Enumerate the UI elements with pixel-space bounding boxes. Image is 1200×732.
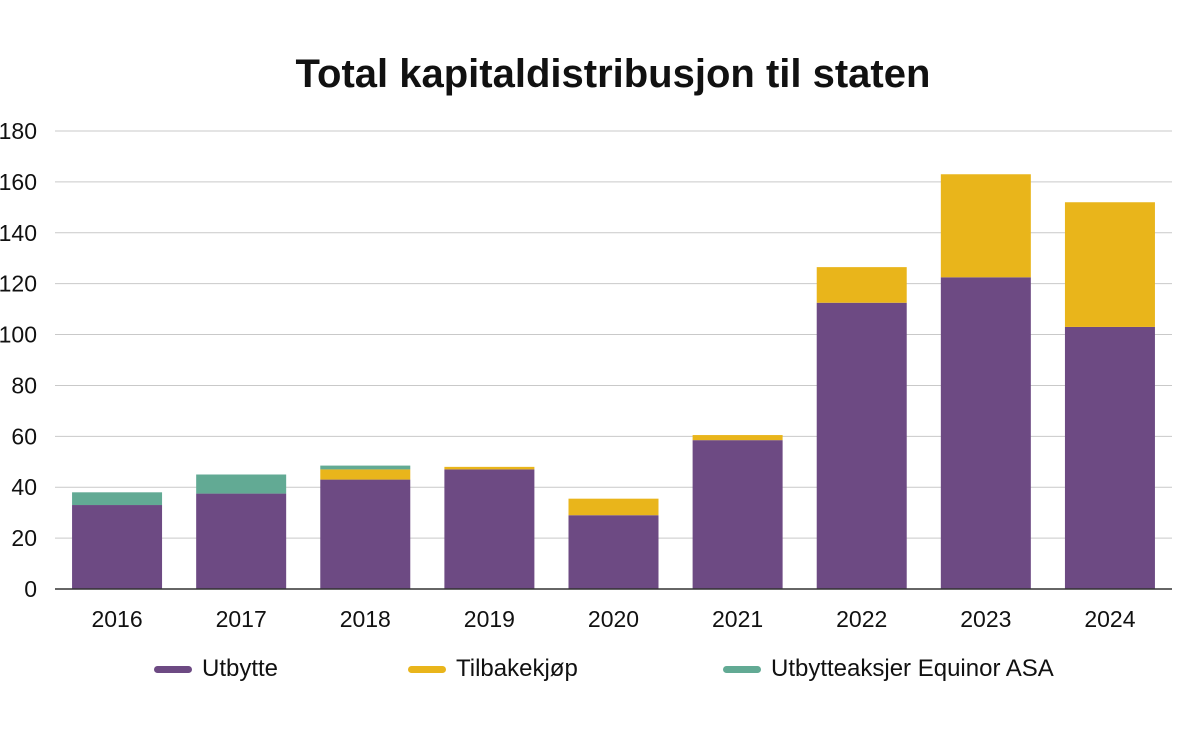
x-tick-label: 2018 [340, 606, 391, 632]
x-tick-label: 2016 [91, 606, 142, 632]
x-tick-label: 2019 [464, 606, 515, 632]
legend: Utbytte Tilbakekjøp Utbytteaksjer Equino… [0, 655, 1200, 691]
bar-segment [692, 440, 783, 589]
x-tick-label: 2021 [712, 606, 763, 632]
bar-segment [444, 469, 535, 589]
bar-segment [196, 493, 287, 589]
legend-swatch-utbytte [154, 665, 192, 673]
bar-segment [692, 435, 783, 441]
bar-segment [940, 174, 1031, 278]
legend-swatch-tilbakekjop [408, 665, 446, 673]
x-tick-label: 2023 [960, 606, 1011, 632]
bar-segment [444, 466, 535, 470]
y-tick-label: 140 [0, 220, 37, 246]
bar-segment [816, 267, 907, 303]
legend-label-utbytteaksjer: Utbytteaksjer Equinor ASA [771, 655, 1054, 682]
bar-segment [320, 465, 411, 470]
bar-segment [568, 498, 659, 516]
legend-label-utbytte: Utbytte [202, 655, 279, 682]
x-tick-label: 2022 [836, 606, 887, 632]
x-tick-label: 2024 [1084, 606, 1135, 632]
y-tick-label: 40 [11, 474, 37, 500]
bar-segment [1064, 202, 1155, 327]
legend-item-utbytteaksjer: Utbytteaksjer Equinor ASA [723, 655, 1054, 683]
bar-segment [816, 302, 907, 589]
y-tick-label: 120 [0, 271, 37, 297]
bar-segment [1064, 326, 1155, 589]
bar-segment [568, 515, 659, 589]
bar-segment [72, 492, 163, 506]
bar-segment [940, 277, 1031, 589]
bar-segment [320, 469, 411, 480]
legend-label-tilbakekjop: Tilbakekjøp [456, 655, 578, 682]
x-tick-label: 2017 [216, 606, 267, 632]
y-tick-label: 80 [11, 372, 37, 398]
legend-item-tilbakekjop: Tilbakekjøp [408, 655, 578, 683]
axes: 0 20 40 60 80 100 120 140 160 180 2016 2017 2018 2019… [0, 118, 1172, 632]
legend-swatch-utbytteaksjer [723, 665, 761, 673]
y-tick-label: 60 [11, 423, 37, 449]
y-tick-label: 0 [24, 576, 37, 602]
bar-segment [320, 479, 411, 589]
bar-segment [72, 505, 163, 589]
y-tick-label: 160 [0, 169, 37, 195]
chart-title: Total kapitaldistribusjon til staten [295, 52, 931, 96]
x-tick-label: 2020 [588, 606, 639, 632]
bar-segment [196, 474, 287, 494]
bars [72, 174, 1155, 589]
y-tick-label: 180 [0, 118, 37, 144]
legend-item-utbytte: Utbytte [154, 655, 278, 683]
y-tick-label: 100 [0, 322, 37, 348]
y-tick-label: 20 [11, 525, 37, 551]
